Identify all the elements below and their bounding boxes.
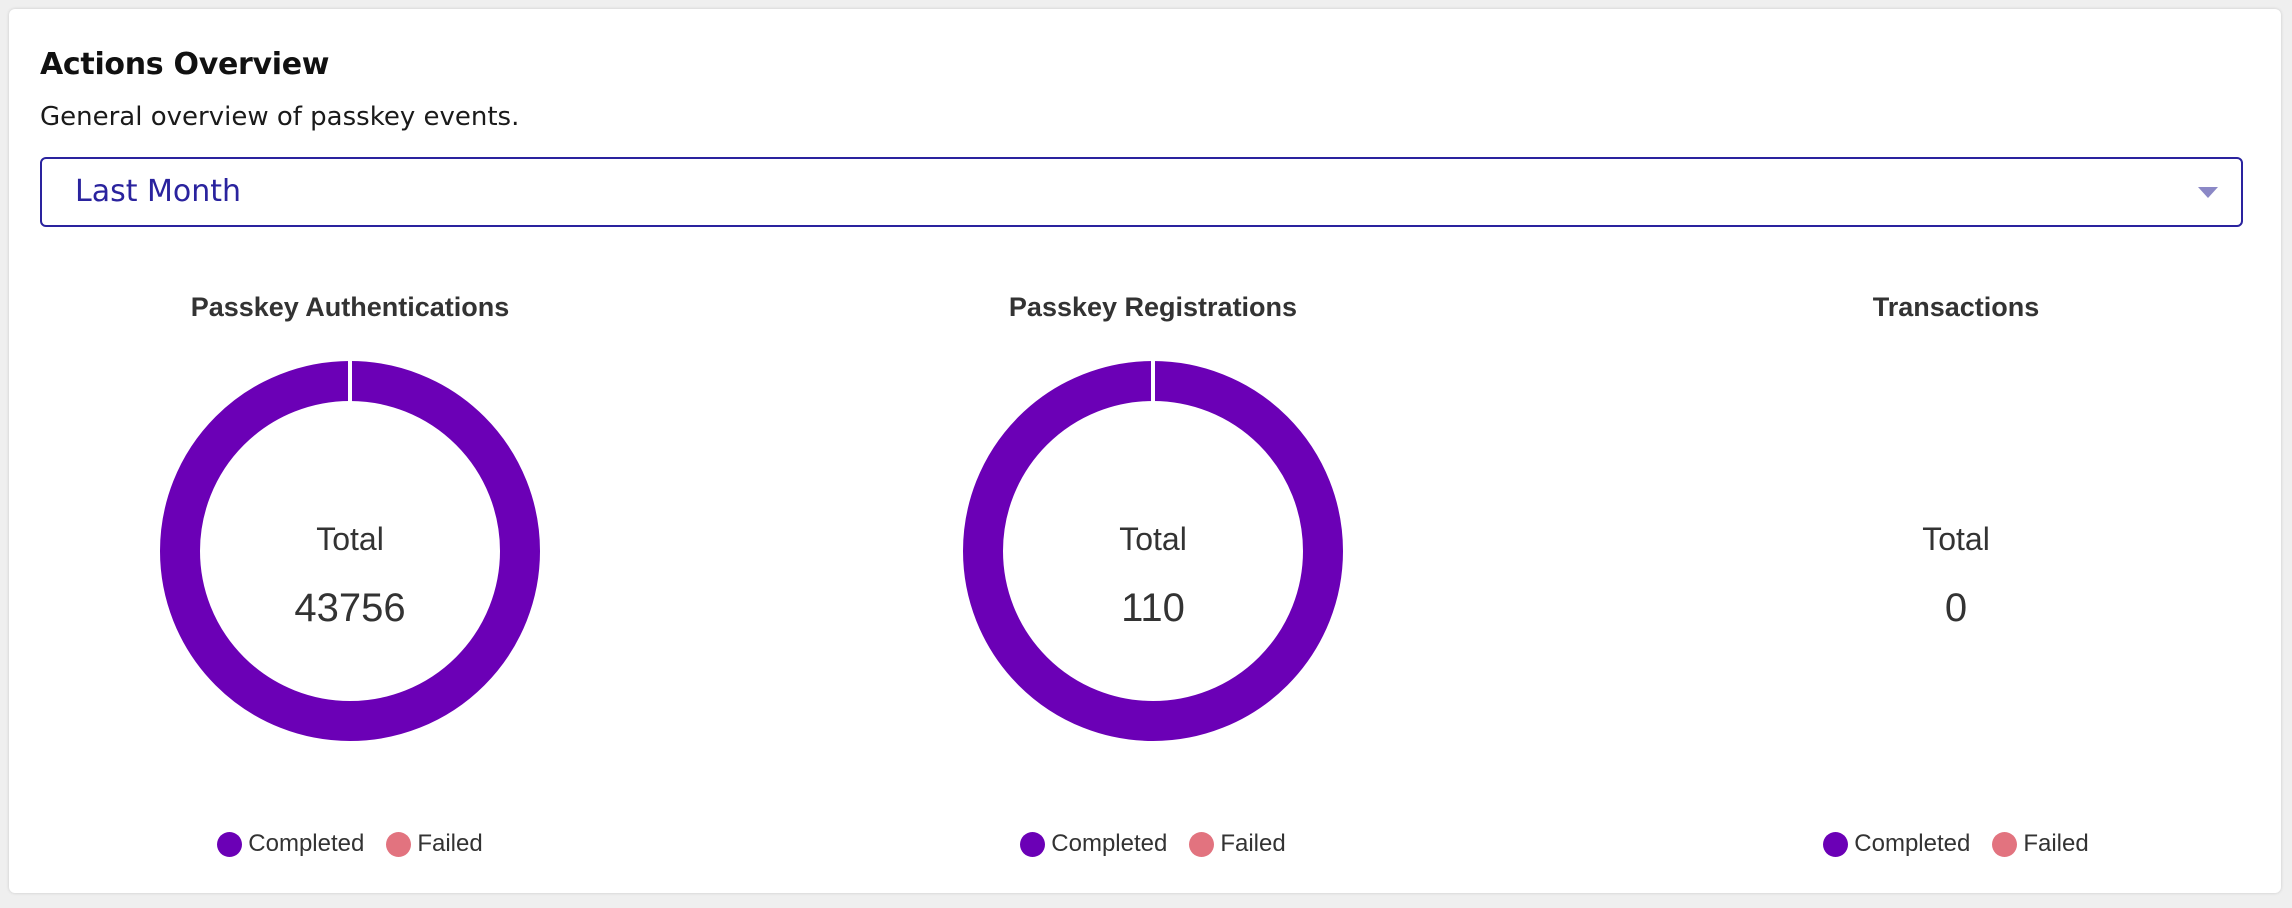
chart-legend: Completed Failed (40, 830, 660, 858)
actions-overview-card: Actions Overview General overview of pas… (9, 9, 2281, 893)
chart-title: Passkey Authentications (190, 292, 510, 322)
total-label: Total (1119, 521, 1187, 557)
legend-item-failed[interactable]: Failed (1189, 830, 1286, 858)
donut-chart (963, 361, 1343, 741)
legend-label-failed: Failed (1220, 830, 1286, 857)
total-value: 110 (1121, 586, 1185, 630)
legend-swatch-completed (217, 831, 243, 857)
legend-item-completed[interactable]: Completed (217, 830, 364, 858)
chart-title: Transactions (1872, 292, 2040, 322)
donut-chart (160, 361, 540, 741)
chart-passkey-authentications: Passkey Authentications Total 43756 Comp… (40, 289, 660, 869)
legend-label-failed: Failed (417, 830, 483, 857)
legend-item-completed[interactable]: Completed (1823, 830, 1970, 858)
total-value: 43756 (294, 586, 406, 630)
time-range-select[interactable]: Last Month (40, 157, 2243, 227)
chart-passkey-registrations: Passkey Registrations Total 110 Complete… (843, 289, 1463, 869)
total-label: Total (1922, 521, 1990, 557)
card-subtitle: General overview of passkey events. (40, 102, 520, 132)
legend-swatch-failed (1189, 831, 1215, 857)
legend-swatch-completed (1823, 831, 1849, 857)
total-label: Total (316, 521, 384, 557)
legend-label-completed: Completed (248, 830, 365, 857)
legend-swatch-completed (1020, 831, 1046, 857)
legend-item-failed[interactable]: Failed (386, 830, 483, 858)
legend-label-completed: Completed (1854, 830, 1971, 857)
time-range-value: Last Month (75, 174, 242, 209)
legend-label-completed: Completed (1051, 830, 1168, 857)
legend-item-failed[interactable]: Failed (1992, 830, 2089, 858)
legend-label-failed: Failed (2023, 830, 2089, 857)
legend-swatch-failed (386, 831, 412, 857)
chart-transactions: Transactions Total 0 Completed Failed (1646, 289, 2266, 869)
total-value: 0 (1944, 586, 1968, 630)
card-title: Actions Overview (40, 47, 330, 82)
legend-item-completed[interactable]: Completed (1020, 830, 1167, 858)
chart-title: Passkey Registrations (1008, 292, 1298, 322)
chart-legend: Completed Failed (843, 830, 1463, 858)
triangle-down-icon (2198, 187, 2218, 198)
chart-legend: Completed Failed (1646, 830, 2266, 858)
legend-swatch-failed (1992, 831, 2018, 857)
